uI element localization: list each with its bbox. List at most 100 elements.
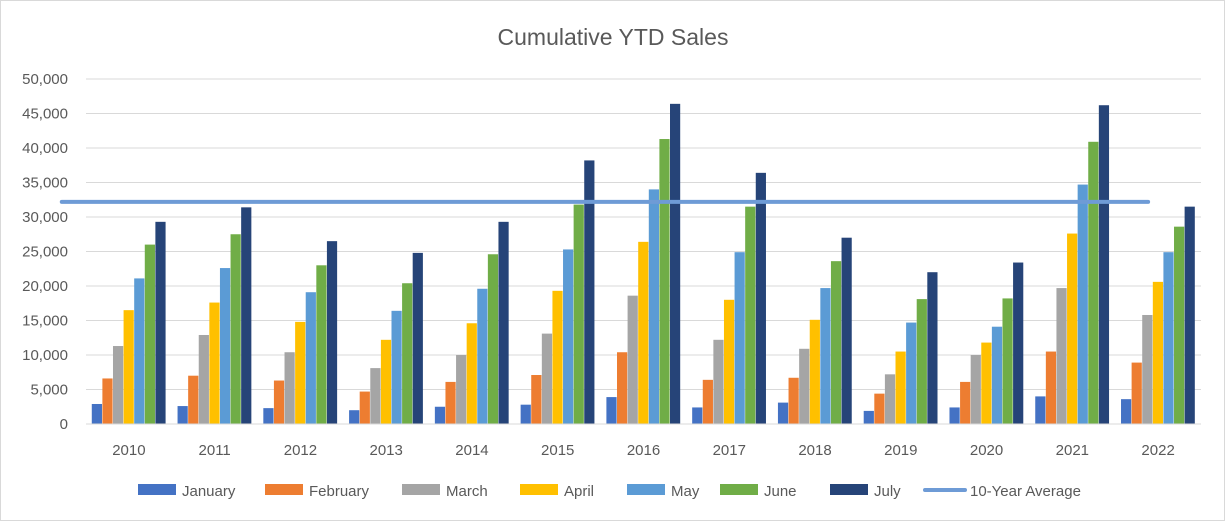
bar-march-2011 bbox=[198, 334, 209, 424]
bar-april-2014 bbox=[466, 323, 477, 424]
bar-april-2010 bbox=[123, 310, 134, 424]
bar-july-2012 bbox=[326, 241, 338, 424]
bar-may-2011 bbox=[219, 268, 231, 424]
bar-february-2019 bbox=[874, 393, 885, 424]
bar-may-2020 bbox=[991, 326, 1003, 424]
bar-june-2022 bbox=[1174, 226, 1185, 424]
bar-may-2014 bbox=[477, 288, 488, 424]
bar-january-2011 bbox=[177, 406, 188, 424]
bar-may-2016 bbox=[648, 189, 659, 424]
x-tick-label: 2011 bbox=[199, 442, 231, 459]
bar-january-2021 bbox=[1035, 396, 1046, 424]
bar-may-2012 bbox=[305, 292, 316, 424]
legend-swatch-march bbox=[402, 484, 440, 495]
bar-april-2016 bbox=[638, 241, 649, 424]
x-tick-label: 2019 bbox=[884, 442, 917, 459]
bar-june-2016 bbox=[659, 139, 670, 424]
bar-april-2015 bbox=[552, 290, 563, 424]
bar-january-2016 bbox=[606, 397, 617, 424]
legend-label: April bbox=[564, 483, 594, 500]
bar-january-2019 bbox=[863, 410, 874, 424]
x-tick-label: 2016 bbox=[627, 442, 660, 459]
bar-april-2017 bbox=[723, 299, 735, 424]
bar-february-2022 bbox=[1131, 362, 1142, 424]
bar-june-2011 bbox=[230, 234, 241, 424]
legend-label: July bbox=[874, 483, 901, 500]
legend-label: 10-Year Average bbox=[970, 483, 1081, 500]
bar-may-2015 bbox=[563, 249, 574, 424]
bar-march-2020 bbox=[970, 355, 981, 424]
bar-march-2012 bbox=[284, 352, 295, 424]
y-tick-label: 45,000 bbox=[22, 106, 68, 123]
bar-june-2010 bbox=[144, 244, 155, 424]
bar-january-2018 bbox=[777, 402, 789, 424]
bar-may-2010 bbox=[134, 278, 145, 424]
bar-january-2014 bbox=[434, 406, 446, 424]
bar-march-2013 bbox=[370, 368, 381, 424]
y-tick-label: 15,000 bbox=[22, 313, 68, 330]
x-tick-label: 2013 bbox=[370, 442, 403, 459]
y-tick-label: 25,000 bbox=[22, 244, 68, 261]
bar-march-2022 bbox=[1142, 314, 1153, 424]
legend-label: June bbox=[764, 483, 797, 500]
bar-january-2022 bbox=[1121, 399, 1132, 424]
bar-june-2020 bbox=[1002, 298, 1013, 424]
bar-june-2018 bbox=[830, 261, 842, 424]
bar-january-2020 bbox=[949, 407, 960, 424]
x-tick-label: 2012 bbox=[284, 442, 317, 459]
bar-february-2018 bbox=[788, 377, 799, 424]
bar-february-2010 bbox=[102, 378, 113, 424]
legend-label: January bbox=[182, 483, 236, 500]
y-tick-label: 5,000 bbox=[30, 382, 68, 399]
bar-april-2013 bbox=[380, 339, 392, 424]
y-tick-label: 35,000 bbox=[22, 175, 68, 192]
bar-january-2012 bbox=[263, 408, 274, 424]
legend-swatch-july bbox=[830, 484, 868, 495]
legend-swatch-january bbox=[138, 484, 176, 495]
bar-june-2012 bbox=[316, 265, 327, 424]
bar-july-2022 bbox=[1184, 206, 1195, 424]
bar-may-2013 bbox=[391, 310, 402, 424]
x-tick-label: 2017 bbox=[713, 442, 746, 459]
bar-july-2019 bbox=[927, 272, 938, 424]
bar-july-2010 bbox=[155, 221, 166, 424]
bar-march-2021 bbox=[1056, 288, 1067, 424]
bar-february-2021 bbox=[1045, 351, 1057, 424]
y-tick-label: 40,000 bbox=[22, 140, 68, 157]
x-axis-ticks: 2010 2011 2012 2013 2014 2015 2016 2017 2018 2019… bbox=[86, 423, 1201, 459]
bar-march-2017 bbox=[713, 339, 724, 424]
bar-april-2019 bbox=[895, 351, 906, 424]
bar-february-2011 bbox=[188, 375, 199, 424]
bar-june-2021 bbox=[1088, 141, 1099, 425]
bar-july-2017 bbox=[755, 172, 766, 424]
bar-february-2015 bbox=[531, 375, 542, 424]
bar-march-2015 bbox=[541, 333, 553, 424]
bar-june-2014 bbox=[487, 254, 499, 424]
bar-february-2014 bbox=[445, 381, 456, 424]
bar-may-2019 bbox=[906, 322, 917, 424]
y-axis-ticks: 0 5,000 10,000 15,000 20,000 25,000 30,000 35,0… bbox=[22, 71, 68, 433]
legend-swatch-april bbox=[520, 484, 558, 495]
bars bbox=[91, 103, 1195, 425]
legend-swatch-february bbox=[265, 484, 303, 495]
x-tick-label: 2022 bbox=[1141, 442, 1174, 459]
x-tick-label: 2010 bbox=[112, 442, 145, 459]
bar-july-2020 bbox=[1013, 262, 1024, 424]
bar-march-2010 bbox=[112, 346, 124, 424]
bar-july-2013 bbox=[412, 252, 423, 424]
bar-july-2015 bbox=[584, 160, 595, 425]
bar-march-2019 bbox=[884, 374, 896, 424]
bar-july-2011 bbox=[241, 207, 252, 424]
legend-label: March bbox=[446, 483, 488, 500]
bar-january-2015 bbox=[520, 404, 531, 424]
chart-title: Cumulative YTD Sales bbox=[498, 24, 729, 50]
bar-may-2018 bbox=[820, 288, 831, 424]
x-tick-label: 2018 bbox=[798, 442, 831, 459]
legend-label: May bbox=[671, 483, 700, 500]
legend-swatch-may bbox=[627, 484, 665, 495]
bar-june-2013 bbox=[402, 283, 413, 424]
bar-march-2014 bbox=[456, 355, 467, 424]
bar-april-2018 bbox=[809, 319, 820, 424]
y-tick-label: 20,000 bbox=[22, 278, 68, 295]
